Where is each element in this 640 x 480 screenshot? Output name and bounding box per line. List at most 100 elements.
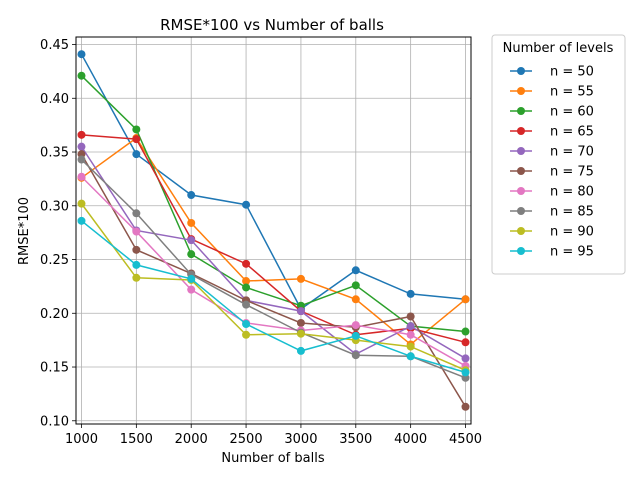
legend-label: n = 95 — [550, 245, 594, 260]
data-point — [296, 318, 305, 327]
series-line — [80, 153, 467, 408]
data-point — [351, 295, 360, 304]
series-line — [80, 203, 466, 371]
legend-item: n = 85 — [510, 205, 594, 220]
legend-item: n = 80 — [510, 185, 594, 200]
data-point — [351, 281, 360, 290]
legend-label: n = 65 — [550, 125, 594, 140]
data-point — [132, 245, 141, 254]
data-point — [461, 295, 470, 304]
data-point — [77, 71, 86, 80]
chart-title: RMSE*100 vs Number of balls — [160, 16, 384, 34]
legend-item: n = 65 — [510, 125, 594, 140]
data-point — [187, 218, 196, 227]
data-point — [406, 289, 415, 298]
legend-item: n = 50 — [510, 65, 594, 80]
data-point — [406, 322, 415, 331]
data-point — [77, 155, 86, 164]
legend-marker — [517, 247, 525, 255]
series-line — [80, 176, 466, 367]
y-tick-label: 0.40 — [40, 92, 69, 107]
legend-marker — [517, 67, 525, 75]
legend-label: n = 75 — [550, 165, 594, 180]
legend-label: n = 60 — [550, 105, 594, 120]
data-point — [132, 273, 141, 282]
series-3 — [77, 71, 470, 336]
legend: Number of levels n = 50 n = 55 n = 60 n = 6… — [491, 34, 626, 275]
data-point — [187, 285, 196, 294]
data-point — [242, 283, 251, 292]
x-tick-label: 1500 — [120, 432, 153, 447]
y-tick-label: 0.10 — [40, 414, 69, 429]
y-axis: 0.10 0.15 0.20 0.25 0.30 0.35 0.40 0.45 — [40, 38, 76, 429]
plot-frame — [75, 36, 472, 425]
data-point — [296, 274, 305, 283]
x-tick-label: 3000 — [284, 432, 317, 447]
legend-item: n = 55 — [510, 85, 594, 100]
data-point — [187, 236, 196, 245]
x-axis: 1000 1500 2000 2500 3000 3500 4000 4500 — [65, 424, 482, 447]
legend-label: n = 80 — [550, 185, 594, 200]
data-point — [77, 50, 86, 59]
y-tick-label: 0.30 — [40, 199, 69, 214]
y-tick-label: 0.25 — [40, 253, 69, 268]
data-point — [242, 320, 251, 329]
series-line — [80, 53, 466, 311]
x-tick-label: 4000 — [394, 432, 427, 447]
legend-item: n = 70 — [510, 145, 594, 160]
data-point — [296, 329, 305, 338]
x-tick-label: 2500 — [230, 432, 263, 447]
legend-label: n = 85 — [550, 205, 594, 220]
data-point — [77, 130, 86, 139]
legend-label: n = 55 — [550, 85, 594, 100]
legend-frame — [491, 34, 626, 275]
series-line — [80, 75, 466, 333]
data-point — [406, 352, 415, 361]
data-point — [187, 191, 196, 200]
y-tick-label: 0.35 — [40, 146, 69, 161]
data-point — [132, 260, 141, 269]
legend-item: n = 90 — [510, 225, 594, 240]
data-point — [187, 250, 196, 259]
data-point — [461, 327, 470, 336]
data-point — [77, 199, 86, 208]
legend-marker — [517, 187, 525, 195]
legend-label: n = 90 — [550, 225, 594, 240]
x-tick-label: 3500 — [339, 432, 372, 447]
series-line — [81, 136, 466, 346]
data-point — [406, 342, 415, 351]
legend-title: Number of levels — [503, 41, 614, 56]
data-point — [132, 227, 141, 236]
series-10 — [77, 216, 470, 377]
legend-item: n = 60 — [510, 105, 594, 120]
plot-area — [76, 37, 471, 424]
data-point — [132, 135, 141, 144]
data-point — [132, 150, 141, 159]
data-point — [351, 321, 360, 330]
series-layer — [77, 50, 470, 411]
legend-item: n = 75 — [510, 165, 594, 180]
data-point — [351, 331, 360, 340]
data-point — [351, 266, 360, 275]
legend-item: n = 95 — [510, 245, 594, 260]
data-point — [242, 300, 251, 309]
data-point — [461, 338, 470, 347]
series-line — [80, 159, 466, 379]
legend-marker — [517, 167, 525, 175]
data-point — [132, 209, 141, 218]
data-point — [77, 142, 86, 151]
data-point — [77, 216, 86, 225]
data-point — [132, 125, 141, 134]
y-tick-label: 0.45 — [40, 38, 69, 53]
legend-marker — [517, 207, 525, 215]
legend-label: n = 70 — [550, 145, 594, 160]
data-point — [461, 354, 470, 363]
data-point — [406, 312, 415, 321]
legend-marker — [517, 127, 525, 135]
series-line — [81, 220, 466, 374]
data-point — [461, 368, 470, 377]
legend-marker — [517, 227, 525, 235]
x-tick-label: 2000 — [175, 432, 208, 447]
data-point — [351, 351, 360, 360]
